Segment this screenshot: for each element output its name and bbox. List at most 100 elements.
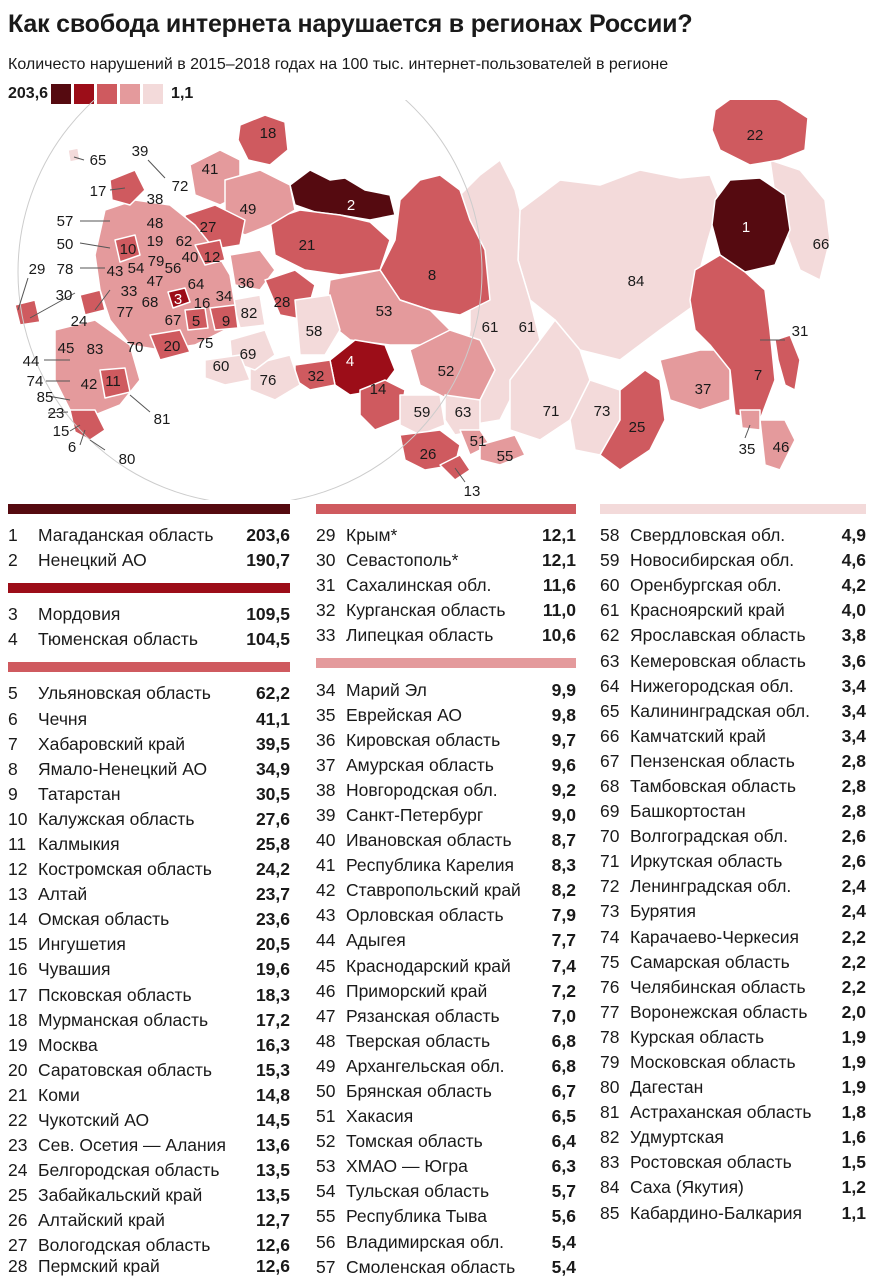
list-item: 27 Вологодская область 12,6 [8, 1235, 290, 1256]
map-label-49: 49 [240, 201, 257, 218]
list-item: 49 Архангельская обл. 6,8 [316, 1055, 576, 1076]
map-label-20: 20 [164, 338, 181, 355]
list-item: 14 Омская область 23,6 [8, 909, 290, 930]
map-label-21: 21 [299, 237, 316, 254]
list-item: 51 Хакасия 6,5 [316, 1106, 576, 1127]
map-label-43: 43 [107, 263, 124, 280]
map-label-57: 57 [57, 213, 74, 230]
list-item: 75 Самарская область 2,2 [600, 951, 866, 972]
list-item: 50 Брянская область 6,7 [316, 1081, 576, 1102]
list-item: 38 Новгородская обл. 9,2 [316, 779, 576, 800]
list-item: 35 Еврейская АО 9,8 [316, 704, 576, 725]
map-label-70: 70 [127, 339, 144, 356]
map-label-59: 59 [414, 404, 431, 421]
list-item: 83 Ростовская область 1,5 [600, 1152, 866, 1173]
map-label-7: 7 [754, 367, 762, 384]
map-label-61b: 61 [519, 319, 536, 336]
map-label-76: 76 [260, 372, 277, 389]
list-item: 78 Курская область 1,9 [600, 1026, 866, 1047]
group-bar-4 [316, 658, 576, 669]
list-item: 33 Липецкая область 10,6 [316, 625, 576, 646]
legend-swatch-5 [143, 84, 164, 104]
map-label-47: 47 [147, 273, 164, 290]
list-item: 13 Алтай 23,7 [8, 884, 290, 905]
group-bar-3 [8, 662, 290, 673]
region-31-sakhalin [774, 334, 801, 391]
map-label-55: 55 [497, 448, 514, 465]
region-37-amur [659, 349, 731, 411]
list-item: 31 Сахалинская обл. 11,6 [316, 575, 576, 596]
list-item: 25 Забайкальский край 13,5 [8, 1185, 290, 1206]
map-label-38: 38 [147, 191, 164, 208]
region-21-komi [269, 209, 391, 276]
map-label-37: 37 [695, 381, 712, 398]
map-label-80: 80 [119, 451, 136, 468]
list-item: 59 Новосибирская обл. 4,6 [600, 550, 866, 571]
list-item: 7 Хабаровский край 39,5 [8, 733, 290, 754]
map-label-58: 58 [306, 323, 323, 340]
region-13-altai-rep [439, 454, 471, 481]
list-item: 37 Амурская область 9,6 [316, 754, 576, 775]
region-12-kostroma [194, 239, 226, 266]
map-label-24: 24 [71, 313, 88, 330]
list-item: 47 Рязанская область 7,0 [316, 1005, 576, 1026]
region-11-kalmykia [99, 367, 131, 399]
list-item: 39 Санкт-Петербург 9,0 [316, 804, 576, 825]
map-label-23: 23 [48, 405, 65, 422]
list-item: 58 Свердловская обл. 4,9 [600, 525, 866, 546]
map-label-29: 29 [29, 261, 46, 278]
list-item: 10 Калужская область 27,6 [8, 808, 290, 829]
color-legend: 203,6 1,1 [8, 82, 193, 106]
map-label-10: 10 [120, 241, 137, 258]
list-item: 63 Кемеровская область 3,6 [600, 650, 866, 671]
map-label-77: 77 [117, 304, 134, 321]
legend-swatch-1 [51, 84, 72, 104]
list-item: 65 Калининградская обл. 3,4 [600, 700, 866, 721]
list-item: 22 Чукотский АО 14,5 [8, 1110, 290, 1131]
map-label-45: 45 [58, 340, 75, 357]
map-label-75: 75 [197, 335, 214, 352]
list-item: 20 Саратовская область 15,3 [8, 1059, 290, 1080]
map-label-18: 18 [260, 125, 277, 142]
region-9-tatarstan [209, 304, 239, 331]
zoom-circle [17, 100, 483, 500]
map-label-74: 74 [27, 373, 44, 390]
map-label-22: 22 [747, 127, 764, 144]
region-18-murmansk [237, 114, 289, 166]
list-item: 19 Москва 16,3 [8, 1034, 290, 1055]
list-item: 60 Оренбургская обл. 4,2 [600, 575, 866, 596]
list-item: 80 Дагестан 1,9 [600, 1077, 866, 1098]
map-label-68: 68 [142, 294, 159, 311]
region-65-kaliningrad [67, 147, 81, 163]
list-item: 82 Удмуртская 1,6 [600, 1127, 866, 1148]
list-item: 18 Мурманская область 17,2 [8, 1009, 290, 1030]
list-item: 81 Астраханская область 1,8 [600, 1102, 866, 1123]
map-label-40: 40 [182, 249, 199, 266]
list-item: 71 Иркутская область 2,6 [600, 851, 866, 872]
region-55-tuva [479, 434, 526, 466]
map-label-69: 69 [240, 346, 257, 363]
list-item: 52 Томская область 6,4 [316, 1131, 576, 1152]
list-item: 2 Ненецкий АО 190,7 [8, 550, 290, 571]
map-label-19: 19 [147, 233, 164, 250]
map-label-51: 51 [470, 433, 487, 450]
map-label-46: 46 [773, 439, 790, 456]
map-label-85: 85 [37, 389, 54, 406]
map-label-25: 25 [629, 419, 646, 436]
map-label-61a: 61 [482, 319, 499, 336]
list-item: 74 Карачаево-Черкесия 2,2 [600, 926, 866, 947]
map-label-8: 8 [428, 267, 436, 284]
region-30-sevastopol [14, 299, 41, 326]
ranking-column-1: 1 Магаданская область 203,6 2 Ненецкий АО 19… [8, 504, 290, 1259]
map-label-52: 52 [438, 363, 455, 380]
page-title: Как свобода интернета нарушается в регио… [8, 10, 693, 38]
list-item: 64 Нижегородская обл. 3,4 [600, 675, 866, 696]
list-item: 23 Сев. Осетия — Алания 13,6 [8, 1135, 290, 1156]
list-item: 53 ХМАО — Югра 6,3 [316, 1156, 576, 1177]
group-bar-1 [8, 504, 290, 514]
ranking-column-2: 29 Крым* 12,1 30 Севастополь* 12,1 31 Сахалин… [316, 504, 576, 1280]
map-label-17: 17 [90, 183, 107, 200]
region-35-jewish-ao [739, 409, 761, 431]
region-10-kaluga [114, 234, 141, 263]
map-label-30: 30 [56, 287, 73, 304]
